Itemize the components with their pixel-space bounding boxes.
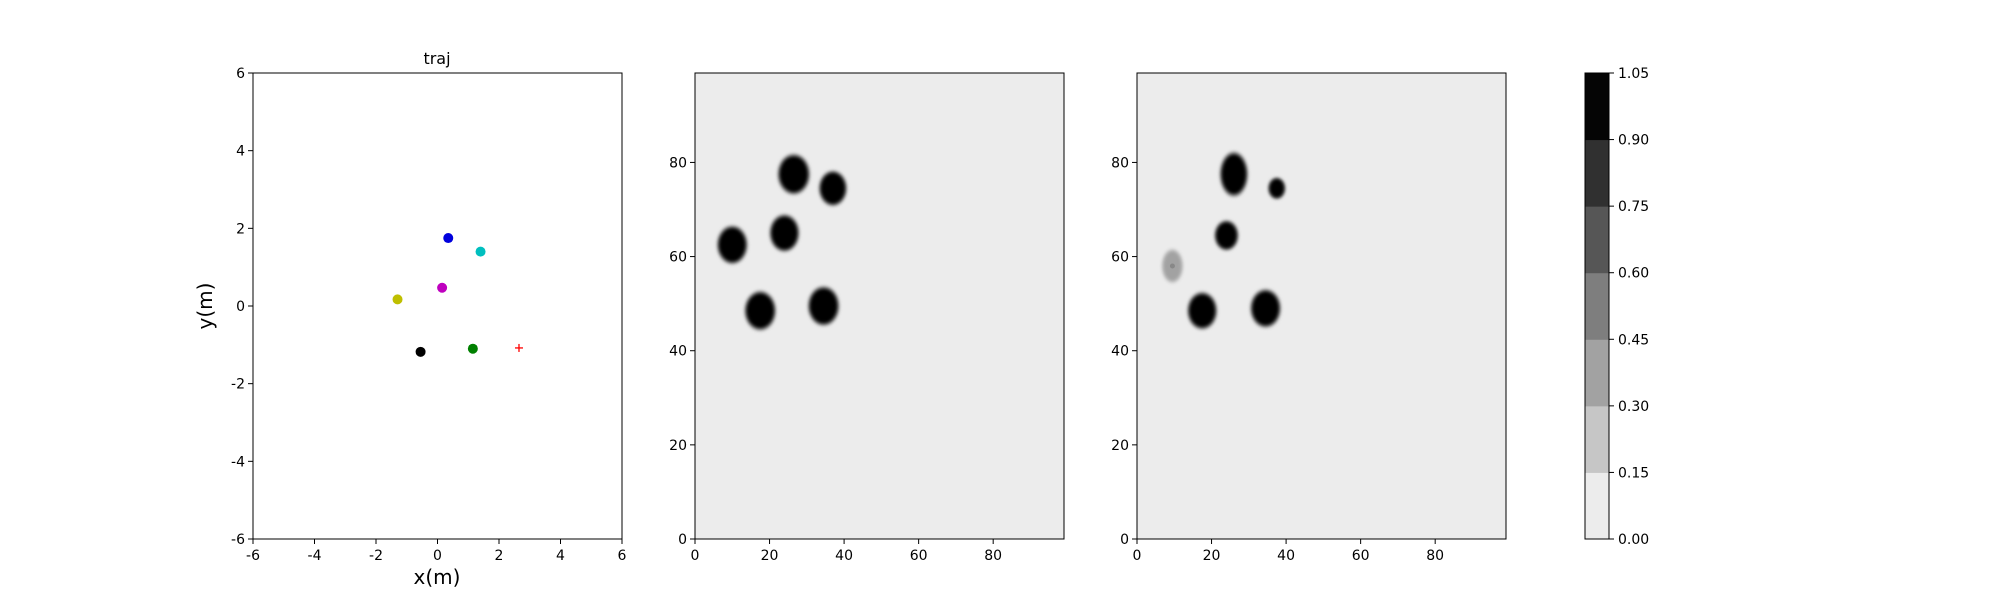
- y-tick-label: 2: [236, 221, 245, 237]
- colorbar-tick-label: 1.05: [1618, 66, 1649, 82]
- colorbar-level: [1585, 405, 1609, 473]
- colorbar-level: [1585, 139, 1609, 207]
- colorbar-level: [1585, 339, 1609, 407]
- map2-axes-frame: [1136, 72, 1507, 540]
- traj-goal-marker: [514, 343, 523, 352]
- obstacle-blob: [1214, 220, 1239, 251]
- x-tick-label: 4: [556, 548, 565, 564]
- y-tick-label: 40: [669, 344, 687, 360]
- obstacle-blob: [777, 153, 811, 195]
- y-tick-label: -6: [231, 532, 245, 548]
- obstacle-blob: [1268, 177, 1286, 200]
- y-tick-label: -4: [231, 454, 245, 470]
- y-tick-label: 40: [1111, 344, 1129, 360]
- colorbar-ticks: 0.00 0.15 0.30 0.45 0.60 0.75 0.90 1.05: [1609, 66, 1649, 548]
- colorbar-tick-label: 0.30: [1618, 399, 1649, 415]
- map1-y-ticks: 0 20 40 60 80: [669, 155, 695, 548]
- traj-axes-frame: [252, 72, 623, 540]
- traj-point: [475, 246, 486, 257]
- colorbar-tick-label: 0.60: [1618, 266, 1649, 282]
- map-heatmap-1: 0 20 40 60 80 0 20 40 60 80: [669, 72, 1065, 564]
- x-tick-label: 80: [1426, 548, 1444, 564]
- obstacle-blob: [1187, 291, 1218, 330]
- map2-obstacles: [1161, 151, 1286, 330]
- obstacle-blob: [818, 170, 848, 207]
- colorbar-levels: [1585, 73, 1609, 540]
- x-tick-label: 20: [761, 548, 779, 564]
- map-heatmap-2: 0 20 40 60 80 0 20 40 60 80: [1111, 72, 1507, 564]
- obstacle-blob: [716, 225, 748, 265]
- traj-x-ticks: -6 -4 -2 0 2 4 6: [246, 539, 627, 564]
- colorbar-tick-label: 0.00: [1618, 532, 1649, 548]
- obstacle-blob: [769, 214, 800, 252]
- x-tick-label: -2: [369, 548, 383, 564]
- obstacle-blob: [744, 290, 777, 331]
- x-tick-label: 80: [984, 548, 1002, 564]
- colorbar-level: [1585, 472, 1609, 540]
- y-tick-label: 4: [236, 144, 245, 160]
- traj-point: [443, 233, 454, 244]
- colorbar-level: [1585, 73, 1609, 141]
- y-tick-label: 20: [669, 438, 687, 454]
- traj-point: [415, 346, 426, 357]
- y-tick-label: 60: [1111, 250, 1129, 266]
- traj-x-label: x(m): [414, 565, 461, 589]
- colorbar-tick-label: 0.45: [1618, 332, 1649, 348]
- y-tick-label: 0: [678, 532, 687, 548]
- y-tick-label: -2: [231, 377, 245, 393]
- x-tick-label: 6: [618, 548, 627, 564]
- map1-axes-frame: [694, 72, 1065, 540]
- map1-obstacles: [716, 153, 848, 331]
- traj-y-label: y(m): [193, 283, 217, 330]
- x-tick-label: 60: [1352, 548, 1370, 564]
- y-tick-label: 0: [236, 299, 245, 315]
- traj-point: [392, 294, 403, 305]
- colorbar-frame: [1584, 72, 1610, 540]
- map2-x-ticks: 0 20 40 60 80: [1133, 539, 1444, 564]
- y-tick-label: 6: [236, 66, 245, 82]
- obstacle-blob: [1161, 248, 1184, 284]
- traj-point: [437, 282, 448, 293]
- colorbar-tick-label: 0.15: [1618, 465, 1649, 481]
- x-tick-label: 40: [835, 548, 853, 564]
- colorbar-level: [1585, 206, 1609, 274]
- obstacle-blob: [807, 285, 840, 327]
- traj-points: [392, 233, 523, 357]
- y-tick-label: 20: [1111, 438, 1129, 454]
- x-tick-label: 60: [910, 548, 928, 564]
- obstacle-blob: [1250, 288, 1282, 328]
- traj-title: traj: [423, 49, 450, 68]
- colorbar-tick-label: 0.90: [1618, 133, 1649, 149]
- traj-point: [467, 343, 478, 354]
- y-tick-label: 0: [1120, 532, 1129, 548]
- x-tick-label: 20: [1203, 548, 1221, 564]
- y-tick-label: 80: [669, 155, 687, 171]
- x-tick-label: 0: [691, 548, 700, 564]
- x-tick-label: -4: [308, 548, 322, 564]
- x-tick-label: 0: [1133, 548, 1142, 564]
- traj-y-ticks: -6 -4 -2 0 2 4 6: [231, 66, 253, 548]
- y-tick-label: 80: [1111, 155, 1129, 171]
- y-tick-label: 60: [669, 250, 687, 266]
- x-tick-label: 2: [495, 548, 504, 564]
- map2-y-ticks: 0 20 40 60 80: [1111, 155, 1137, 548]
- traj-plot: traj -6 -4 -2 0 2 4 6 -6 -4 -2 0 2 4 6 x(m) y(m): [193, 49, 627, 589]
- colorbar: 0.00 0.15 0.30 0.45 0.60 0.75 0.90 1.05: [1584, 66, 1649, 548]
- x-tick-label: -6: [246, 548, 260, 564]
- x-tick-label: 0: [433, 548, 442, 564]
- obstacle-blob: [1219, 151, 1249, 197]
- x-tick-label: 40: [1277, 548, 1295, 564]
- colorbar-level: [1585, 272, 1609, 340]
- colorbar-tick-label: 0.75: [1618, 199, 1649, 215]
- map1-x-ticks: 0 20 40 60 80: [691, 539, 1002, 564]
